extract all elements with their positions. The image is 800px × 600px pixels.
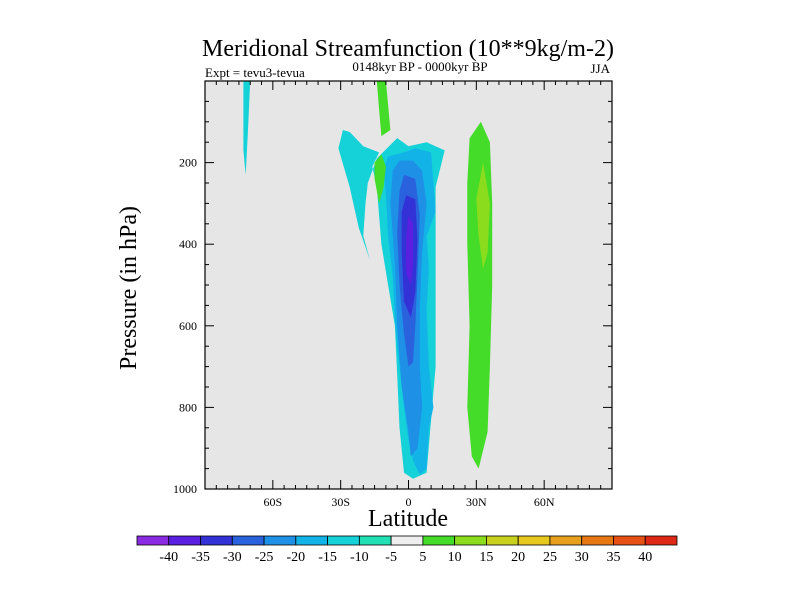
y-axis-label: Pressure (in hPa) <box>116 206 142 370</box>
colorbar-label: -25 <box>255 550 274 565</box>
colorbar-swatch <box>358 535 392 546</box>
colorbar-label: -20 <box>286 550 305 565</box>
colorbar-swatch <box>549 535 583 546</box>
season-label: JJA <box>590 61 610 76</box>
colorbar-swatch <box>390 535 424 546</box>
colorbar-swatch <box>613 535 646 546</box>
y-tick-label: 200 <box>179 156 197 170</box>
colorbar-swatch <box>581 535 614 546</box>
chart-subtitle: 0148kyr BP - 0000kyr BP <box>352 59 487 74</box>
colorbar-swatch <box>263 535 297 546</box>
colorbar-label: 40 <box>638 550 652 565</box>
colorbar-label: 25 <box>543 550 557 565</box>
contour-region-10 <box>374 154 386 204</box>
colorbar-label: 35 <box>606 550 620 565</box>
y-tick-label: 800 <box>179 400 197 414</box>
colorbar-swatch <box>327 535 360 546</box>
colorbar: -40 -35 -30 -25 -20 -15 -10 -5 5 10 15 20 25 30 35 40 <box>136 535 678 565</box>
y-tick-label: 600 <box>179 319 197 333</box>
contour-region-9 <box>376 81 391 137</box>
x-tick-label: 0 <box>406 495 412 509</box>
colorbar-swatch <box>200 535 233 546</box>
colorbar-label: 10 <box>448 550 462 565</box>
y-tick-label: 400 <box>179 237 197 251</box>
colorbar-label: -30 <box>223 550 242 565</box>
contour-region-8 <box>476 162 490 269</box>
x-ticks: 60S 30S 0 30N 60N <box>215 81 602 509</box>
colorbar-swatch <box>454 535 487 546</box>
colorbar-swatch <box>486 535 519 546</box>
x-tick-label: 60S <box>263 495 282 509</box>
chart-title: Meridional Streamfunction (10**9kg/m-2) <box>202 36 614 62</box>
x-tick-label: 30S <box>331 495 350 509</box>
colorbar-swatch <box>168 535 201 546</box>
y-tick-label: 1000 <box>173 482 197 496</box>
contour-region-1 <box>243 81 251 175</box>
experiment-label: Expt = tevu3-tevua <box>205 65 305 80</box>
x-tick-label: 30N <box>466 495 487 509</box>
colorbar-label: -15 <box>318 550 337 565</box>
colorbar-label: 30 <box>575 550 589 565</box>
colorbar-label: -35 <box>191 550 210 565</box>
contour-regions <box>243 81 493 479</box>
colorbar-label: 15 <box>479 550 493 565</box>
colorbar-label: -40 <box>159 550 178 565</box>
colorbar-label: -5 <box>385 550 397 565</box>
colorbar-swatch <box>644 535 678 546</box>
colorbar-swatch <box>422 535 456 546</box>
colorbar-swatch <box>295 535 328 546</box>
colorbar-swatch <box>517 535 551 546</box>
colorbar-swatch <box>231 535 265 546</box>
colorbar-label: -10 <box>350 550 369 565</box>
contour-region-6 <box>406 215 413 285</box>
colorbar-label: 20 <box>511 550 525 565</box>
y-ticks: 200 400 600 800 1000 <box>173 80 612 496</box>
colorbar-label: 5 <box>419 550 426 565</box>
x-axis-label: Latitude <box>368 506 448 532</box>
colorbar-swatch <box>136 535 170 546</box>
x-tick-label: 60N <box>534 495 555 509</box>
